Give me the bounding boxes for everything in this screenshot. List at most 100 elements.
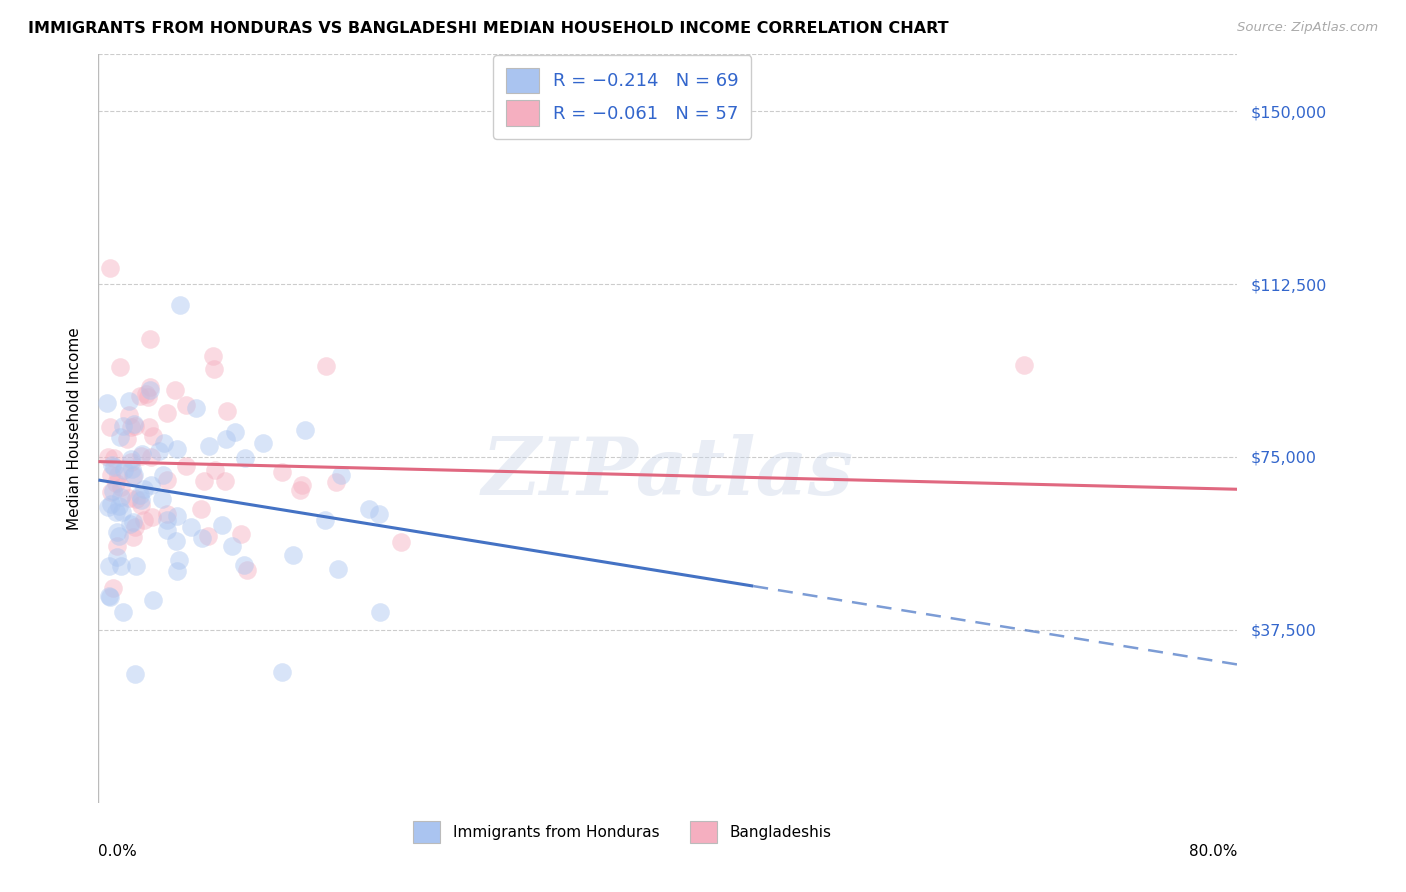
Point: [124, 419, 146, 434]
Point: [325, 475, 347, 489]
Text: IMMIGRANTS FROM HONDURAS VS BANGLADESHI MEDIAN HOUSEHOLD INCOME CORRELATION CHAR: IMMIGRANTS FROM HONDURAS VS BANGLADESHI …: [28, 21, 949, 36]
Point: [115, 433, 138, 447]
Point: [105, 539, 128, 553]
Point: [120, 517, 142, 532]
Point: [152, 436, 174, 450]
Point: [139, 380, 162, 394]
Point: [131, 498, 153, 512]
Point: [98, 591, 121, 605]
Y-axis label: Median Household Income: Median Household Income: [66, 326, 82, 530]
Point: [184, 401, 207, 416]
Point: [101, 483, 124, 498]
Point: [131, 447, 153, 461]
Point: [129, 449, 152, 463]
Point: [141, 510, 163, 524]
Point: [125, 492, 148, 507]
Point: [124, 520, 146, 534]
Point: [121, 462, 143, 476]
Point: [1012, 358, 1035, 372]
Point: [118, 491, 141, 505]
Point: [156, 513, 179, 527]
Point: [108, 528, 131, 542]
Point: [221, 539, 243, 553]
Point: [235, 450, 257, 465]
Point: [294, 423, 316, 437]
Point: [215, 432, 238, 446]
Point: [291, 478, 314, 492]
Point: [118, 394, 141, 409]
Point: [105, 476, 128, 491]
Point: [101, 581, 124, 595]
Point: [132, 482, 155, 496]
Point: [283, 548, 305, 562]
Point: [108, 430, 131, 444]
Point: [125, 558, 148, 573]
Point: [122, 531, 145, 545]
Point: [359, 501, 381, 516]
Point: [97, 450, 120, 464]
Point: [110, 490, 132, 504]
Point: [236, 563, 259, 577]
Point: [169, 298, 191, 312]
Legend: Immigrants from Honduras, Bangladeshis: Immigrants from Honduras, Bangladeshis: [406, 815, 838, 849]
Point: [252, 435, 274, 450]
Point: [117, 408, 139, 422]
Point: [111, 605, 134, 619]
Point: [98, 420, 121, 434]
Point: [135, 387, 157, 401]
Point: [142, 593, 165, 607]
Point: [112, 463, 135, 477]
Text: ZIPatlas: ZIPatlas: [482, 434, 853, 512]
Point: [152, 468, 174, 483]
Point: [197, 439, 219, 453]
Point: [142, 428, 165, 442]
Point: [104, 505, 127, 519]
Point: [141, 450, 163, 464]
Point: [202, 350, 225, 364]
Point: [197, 528, 219, 542]
Point: [148, 443, 170, 458]
Point: [129, 488, 152, 502]
Point: [204, 463, 226, 477]
Point: [121, 516, 143, 530]
Point: [156, 473, 179, 487]
Point: [98, 260, 121, 275]
Point: [330, 467, 353, 482]
Point: [120, 451, 142, 466]
Point: [100, 497, 122, 511]
Point: [214, 475, 236, 489]
Point: [100, 467, 122, 482]
Point: [107, 524, 129, 539]
Point: [120, 420, 142, 434]
Point: [215, 403, 238, 417]
Point: [120, 454, 142, 468]
Point: [110, 480, 132, 494]
Point: [176, 398, 198, 412]
Point: [315, 359, 337, 373]
Point: [100, 485, 122, 500]
Point: [96, 396, 118, 410]
Point: [132, 513, 155, 527]
Point: [190, 501, 212, 516]
Point: [224, 425, 246, 440]
Point: [155, 508, 177, 522]
Point: [232, 558, 254, 573]
Point: [98, 590, 121, 604]
Point: [270, 465, 292, 479]
Point: [156, 523, 179, 537]
Point: [156, 406, 179, 420]
Point: [103, 459, 125, 474]
Point: [100, 458, 122, 472]
Point: [139, 478, 162, 492]
Point: [98, 558, 121, 573]
Point: [165, 534, 187, 549]
Point: [97, 500, 120, 514]
Point: [150, 491, 173, 506]
Point: [229, 527, 252, 541]
Point: [180, 520, 202, 534]
Point: [128, 389, 150, 403]
Point: [167, 553, 190, 567]
Text: 80.0%: 80.0%: [1189, 844, 1237, 859]
Point: [129, 492, 152, 507]
Point: [108, 359, 131, 374]
